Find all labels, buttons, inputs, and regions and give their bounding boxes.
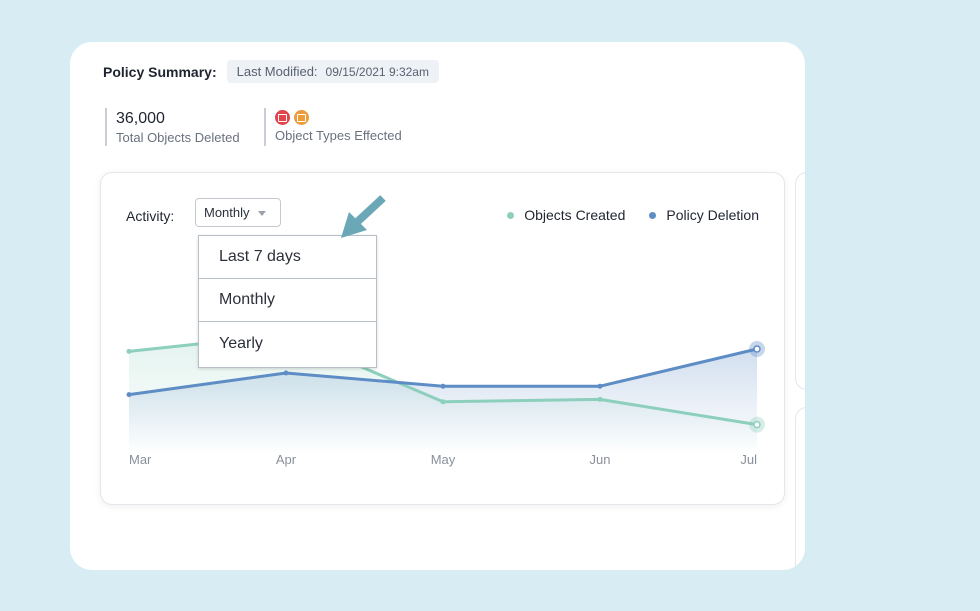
legend-label-policy-deletion: Policy Deletion xyxy=(666,207,759,223)
data-point[interactable] xyxy=(753,345,761,353)
last-modified-label: Last Modified: xyxy=(236,64,318,79)
x-tick-label: Mar xyxy=(129,452,152,467)
x-tick-label: Jul xyxy=(740,452,757,467)
folder-icon[interactable] xyxy=(294,110,309,125)
data-point[interactable] xyxy=(126,392,132,398)
last-modified-value: 09/15/2021 9:32am xyxy=(325,64,429,79)
x-tick-label: May xyxy=(431,452,456,467)
data-point[interactable] xyxy=(597,396,603,402)
activity-period-value: Monthly xyxy=(204,205,250,220)
legend-label-objects-created: Objects Created xyxy=(524,207,626,223)
activity-chart-panel: Activity: Mar Apr May Jun Jul Objects Create… xyxy=(100,172,785,505)
data-point[interactable] xyxy=(440,399,446,405)
chevron-down-icon xyxy=(258,211,266,216)
arrow-shaft xyxy=(352,195,386,227)
total-deleted-number: 36,000 xyxy=(116,110,165,127)
object-types-stat: Object Types Effected xyxy=(264,108,402,146)
policy-summary-label: Policy Summary: xyxy=(103,63,217,80)
activity-period-select[interactable]: Monthly xyxy=(195,198,281,227)
menu-option-monthly[interactable]: Monthly xyxy=(199,279,376,322)
x-tick-label: Jun xyxy=(590,452,611,467)
menu-option-last-7-days[interactable]: Last 7 days xyxy=(199,236,376,279)
legend-objects-created: Objects Created xyxy=(507,207,625,223)
last-modified-chip: Last Modified: 09/15/2021 9:32am xyxy=(226,60,439,83)
activity-period-menu: Last 7 days Monthly Yearly xyxy=(198,235,377,368)
policy-summary-card: Policy Summary: Last Modified: 09/15/202… xyxy=(70,42,805,570)
side-panel-top xyxy=(795,172,805,390)
calendar-icon[interactable] xyxy=(275,110,290,125)
total-deleted-stat: 36,000 Total Objects Deleted xyxy=(105,108,240,146)
data-point[interactable] xyxy=(283,370,289,376)
x-tick-label: Apr xyxy=(276,452,297,467)
object-type-icons xyxy=(275,110,402,126)
activity-label: Activity: xyxy=(126,208,175,224)
menu-option-yearly[interactable]: Yearly xyxy=(219,334,263,352)
object-types-caption: Object Types Effected xyxy=(275,128,402,143)
legend-dot-policy-deletion xyxy=(649,211,657,219)
side-panel-bottom xyxy=(795,407,805,570)
data-point[interactable] xyxy=(126,348,132,354)
legend-policy-deletion: Policy Deletion xyxy=(649,207,759,223)
summary-header: Policy Summary: Last Modified: 09/15/202… xyxy=(103,60,439,83)
pointer-arrow-icon xyxy=(341,195,386,238)
data-point[interactable] xyxy=(597,383,603,389)
legend-dot-objects-created xyxy=(507,211,515,219)
total-deleted-caption: Total Objects Deleted xyxy=(116,130,240,145)
arrow-head xyxy=(341,212,367,238)
data-point[interactable] xyxy=(753,420,761,429)
chart-legend: Objects Created Policy Deletion xyxy=(507,207,759,223)
data-point[interactable] xyxy=(440,383,446,389)
